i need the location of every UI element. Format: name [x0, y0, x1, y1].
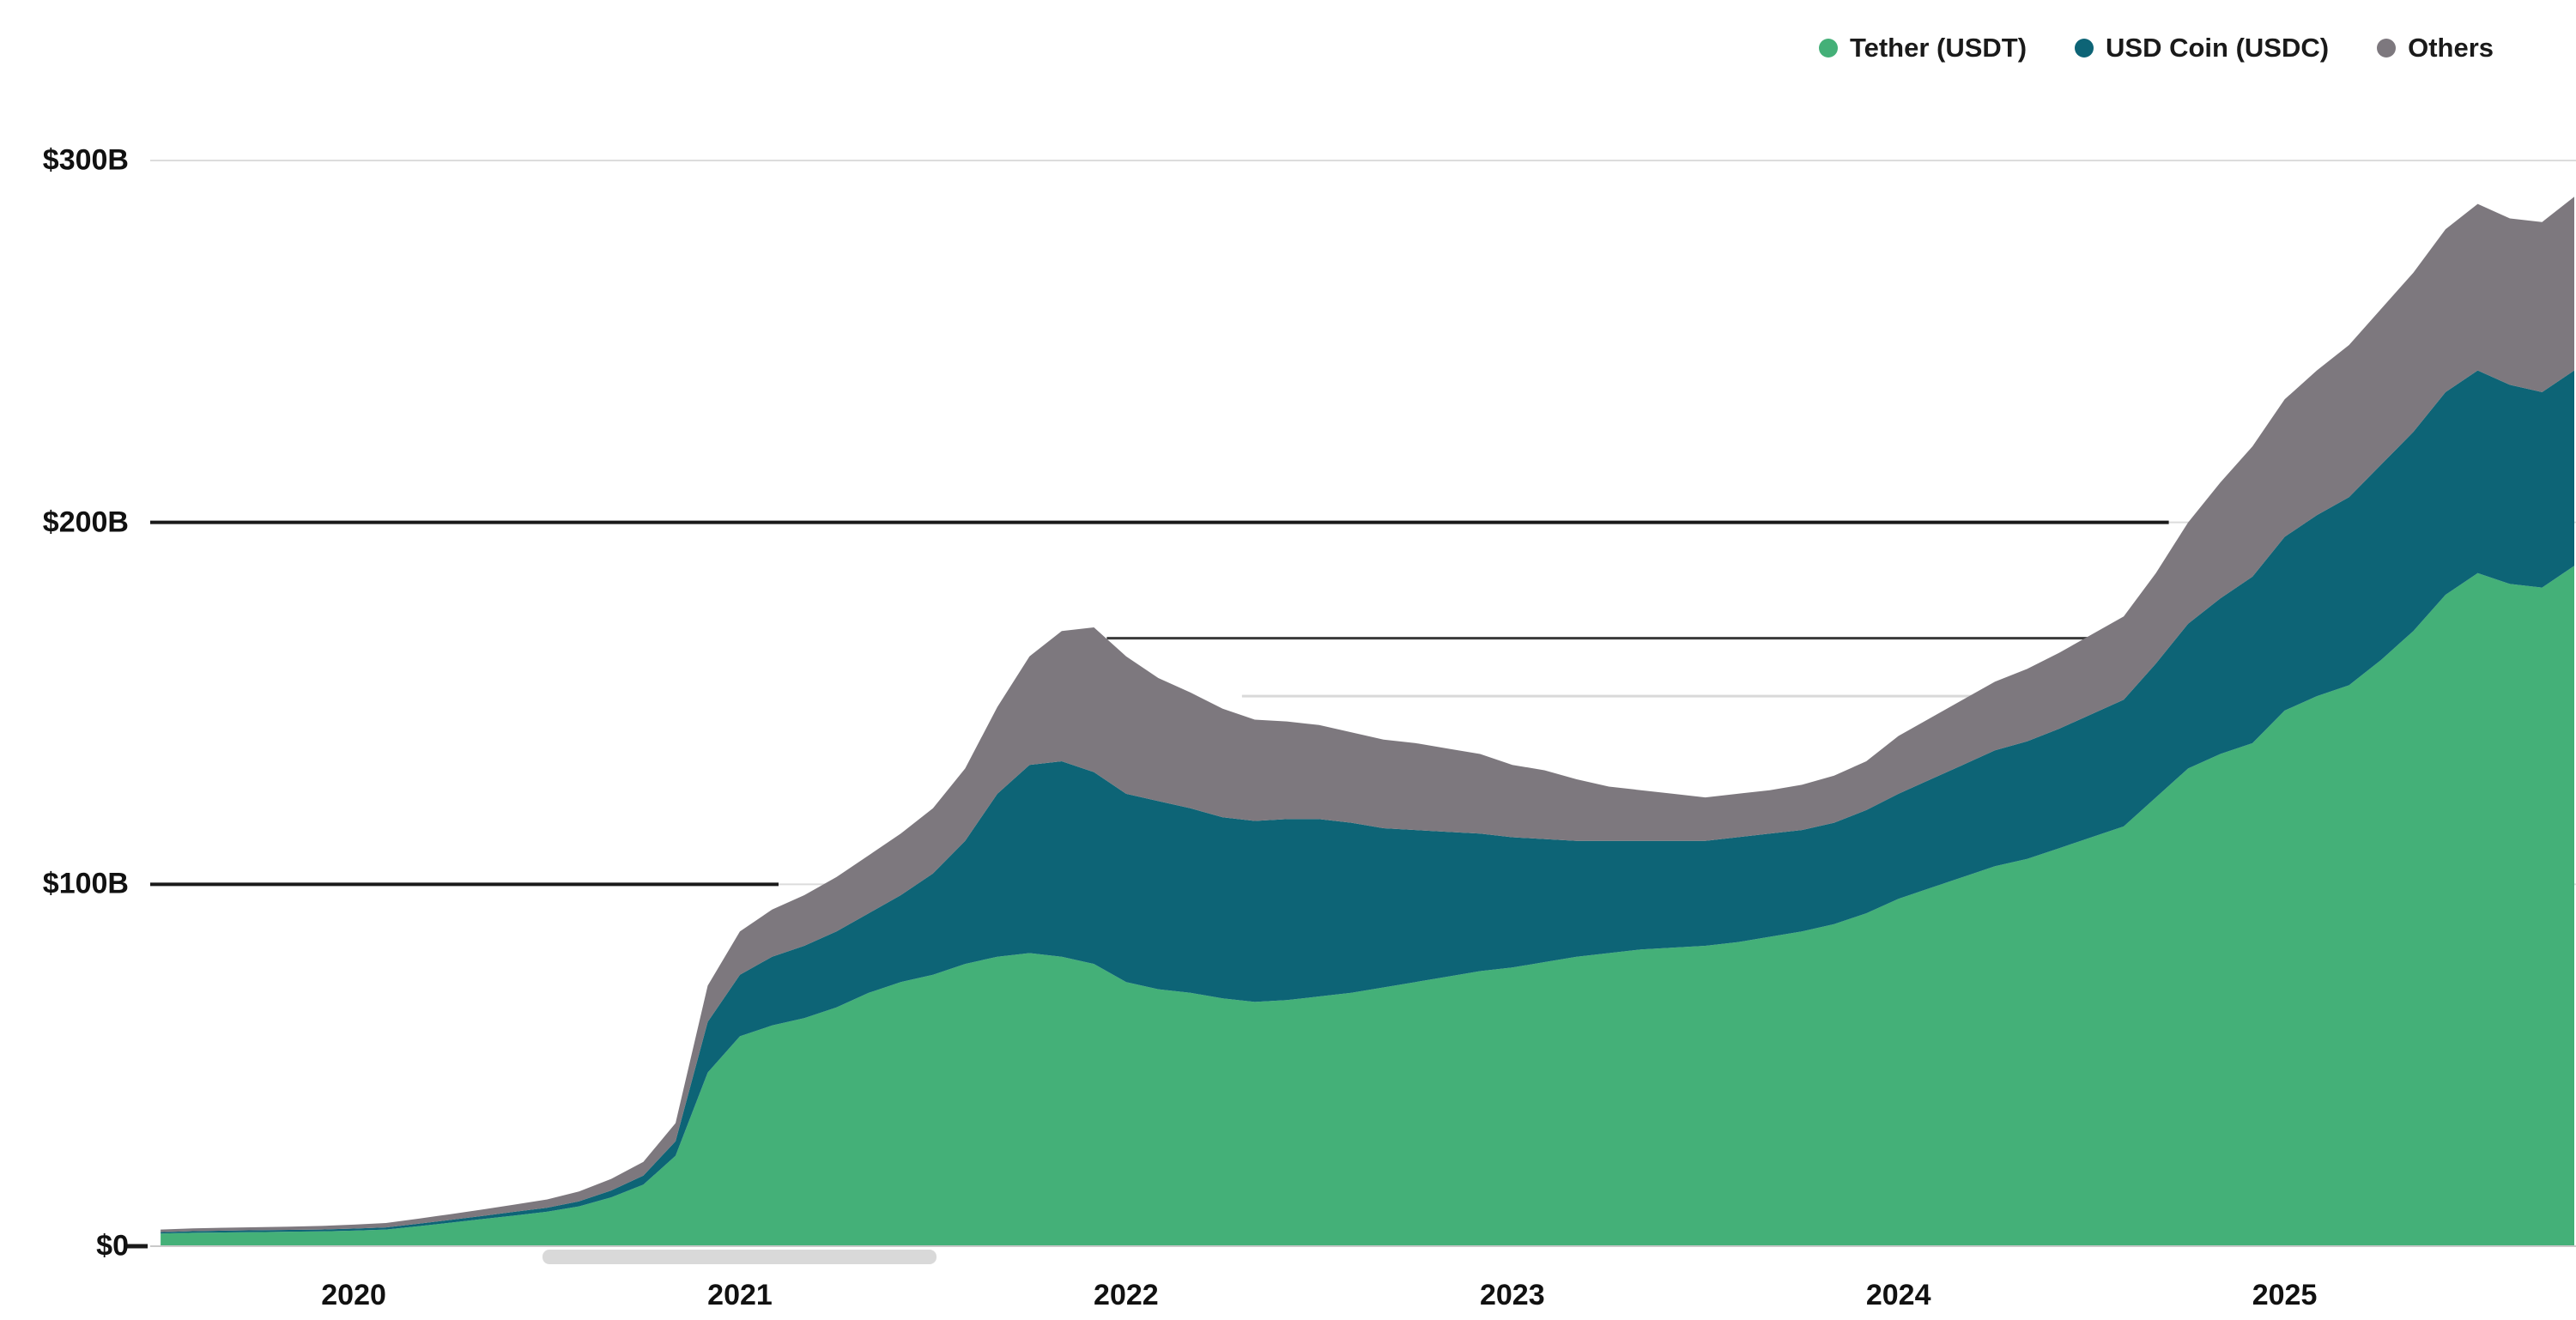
legend-item-others[interactable]: Others [2377, 33, 2494, 64]
area-tether-usdt- [161, 566, 2574, 1246]
area-usd-coin-usdc- [161, 370, 2574, 1234]
y-tick-label-100: $100B [42, 867, 129, 900]
x-tick-label-2025: 2025 [2252, 1279, 2318, 1311]
legend-label-tether: Tether (USDT) [1849, 33, 2027, 63]
legend-item-usd-coin-usdc[interactable]: USD Coin (USDC) [2075, 33, 2329, 64]
legend-label-others: Others [2408, 33, 2494, 63]
legend-label-usdc: USD Coin (USDC) [2106, 33, 2330, 63]
x-tick-label-2020: 2020 [321, 1279, 386, 1311]
legend-item-tether-usdt[interactable]: Tether (USDT) [1818, 33, 2027, 64]
legend-dot-others-icon [2377, 39, 2397, 58]
y-tick-label-200: $200B [42, 506, 129, 539]
legend-dot-usdc-icon [2075, 39, 2094, 58]
x-tick-label-2024: 2024 [1865, 1279, 1931, 1311]
x-tick-label-2021: 2021 [707, 1279, 773, 1311]
x-tick-label-2023: 2023 [1479, 1279, 1545, 1311]
x-tick-label-2022: 2022 [1094, 1279, 1159, 1311]
y-tick-label-300: $300B [42, 143, 129, 177]
chart-legend: Tether (USDT) USD Coin (USDC) Others [1818, 33, 2494, 64]
chart-brush-scrollbar[interactable] [542, 1250, 936, 1264]
legend-dot-tether-icon [1818, 39, 1838, 58]
y-tick-label-0: $0 [96, 1229, 129, 1262]
